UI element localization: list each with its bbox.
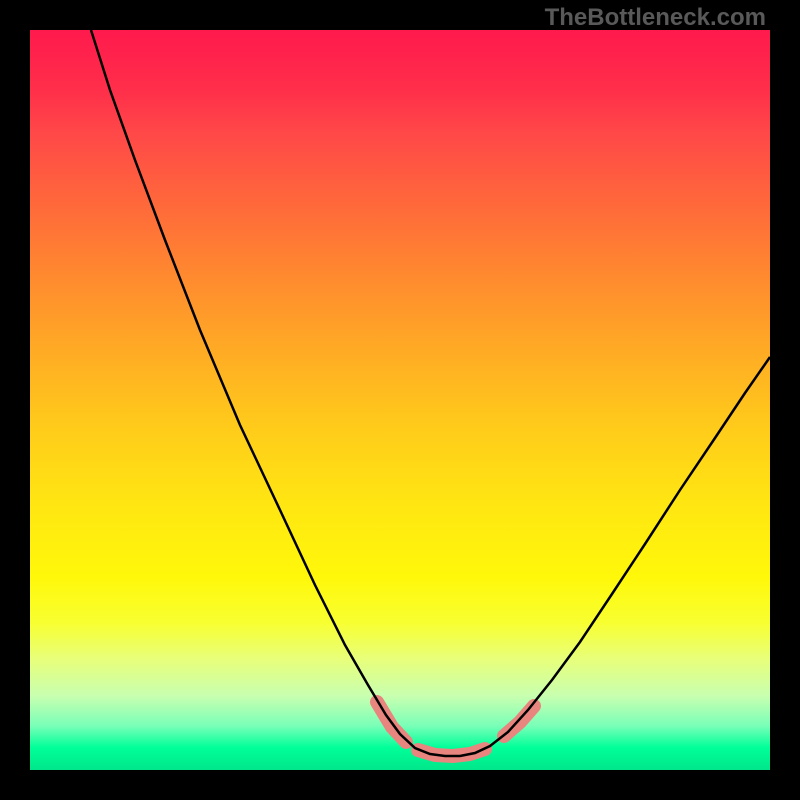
chart-svg [30,30,770,770]
watermark-text: TheBottleneck.com [545,4,766,32]
bottleneck-curve [91,30,770,756]
chart-frame: TheBottleneck.com [0,0,800,800]
chart-plot-area [30,30,770,770]
